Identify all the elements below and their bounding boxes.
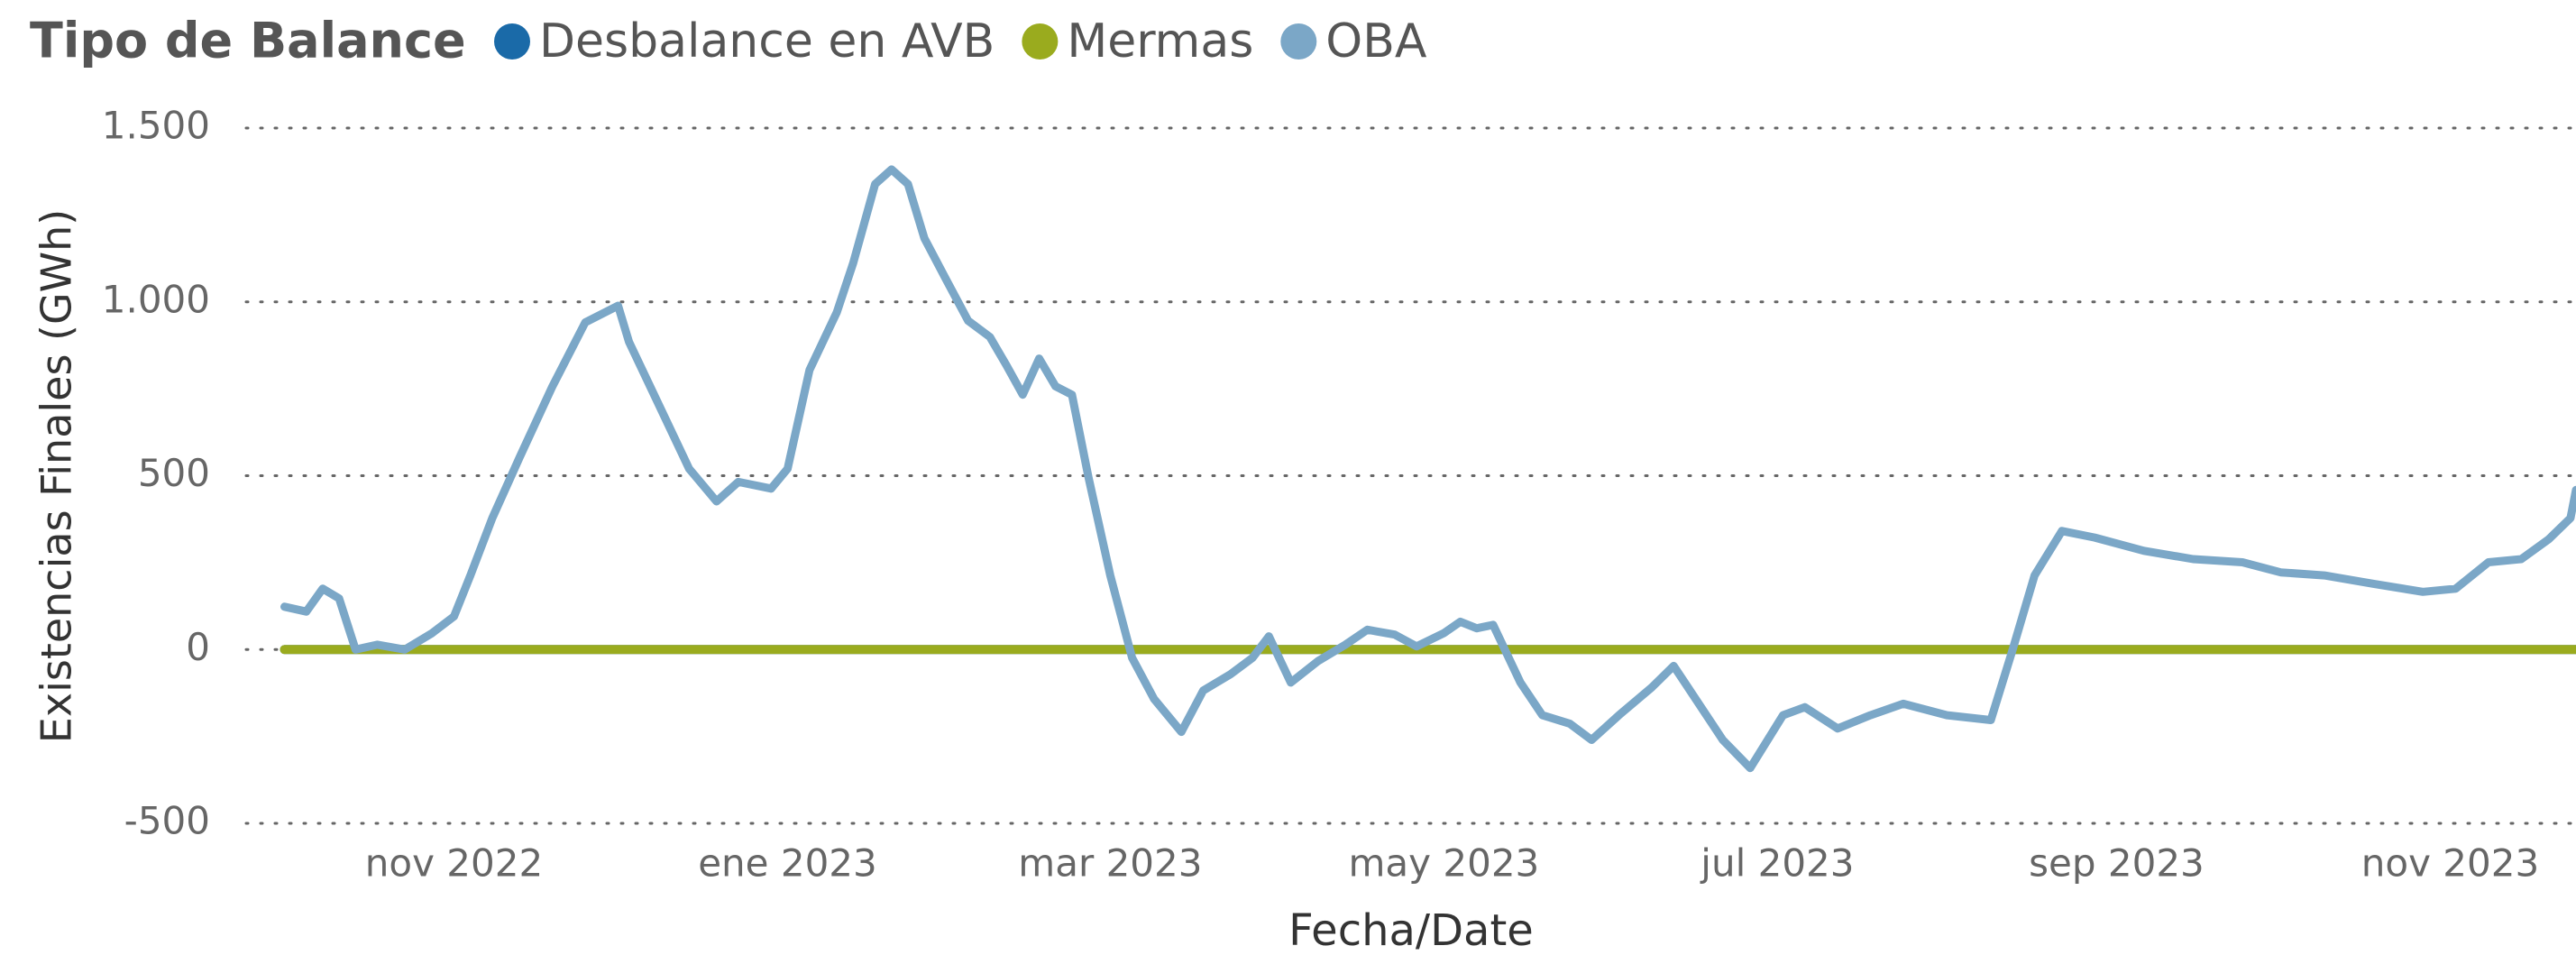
y-tick-label: 500 xyxy=(138,451,210,495)
x-tick-label: may 2023 xyxy=(1349,841,1540,886)
legend-marker xyxy=(1022,23,1059,60)
series-line xyxy=(280,165,2576,773)
x-tick-label: ene 2023 xyxy=(698,841,877,886)
y-tick-label: -500 xyxy=(124,799,210,843)
legend-label: Mermas xyxy=(1067,14,1253,69)
legend-marker xyxy=(1280,23,1317,60)
x-tick-label: jul 2023 xyxy=(1700,841,1854,886)
x-axis-title: Fecha/Date xyxy=(1288,905,1534,955)
legend-label: OBA xyxy=(1325,14,1427,69)
y-tick-label: 0 xyxy=(186,625,210,669)
y-tick-label: 1.500 xyxy=(102,104,210,148)
x-tick-label: nov 2022 xyxy=(365,841,543,886)
x-tick-label: nov 2023 xyxy=(2361,841,2539,886)
legend-label: Desbalance en AVB xyxy=(539,14,995,69)
x-tick-label: mar 2023 xyxy=(1018,841,1202,886)
legend-marker xyxy=(494,23,530,60)
legend-title: Tipo de Balance xyxy=(30,13,466,69)
y-tick-label: 1.000 xyxy=(102,277,210,321)
x-tick-label: sep 2023 xyxy=(2029,841,2205,886)
y-axis-title: Existencias Finales (GWh) xyxy=(32,209,81,743)
